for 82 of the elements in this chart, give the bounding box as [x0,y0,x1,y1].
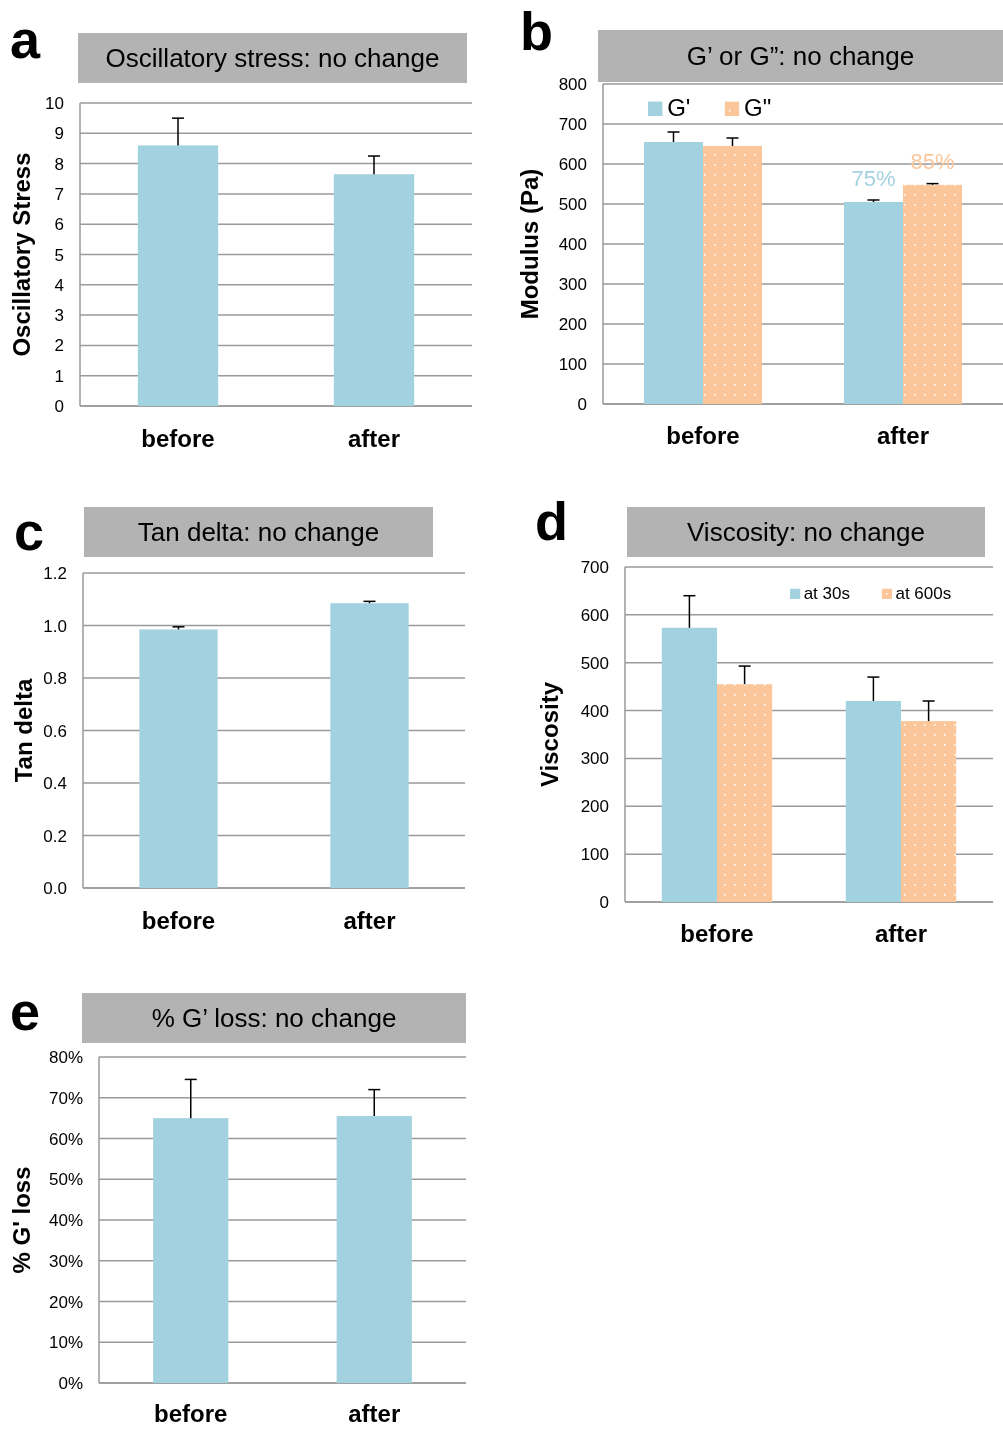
annotation: 75% [851,166,896,191]
bar [844,202,903,404]
chart-title: G’ or G”: no change [686,41,915,71]
y-tick-label: 8 [54,154,64,174]
text: c [14,501,45,561]
y-tick-label: 700 [558,115,587,134]
bar [901,721,957,902]
y-tick-label: 500 [558,195,587,214]
y-tick-label: 2 [54,336,64,356]
x-tick-label: before [141,425,215,452]
y-tick-label: 100 [558,355,587,374]
y-tick-label: 5 [54,245,64,265]
y-tick-label: 600 [558,155,587,174]
bar [903,184,962,404]
x-tick-label: after [874,920,928,947]
y-tick-label: 200 [558,315,587,334]
x-tick-label: before [154,1400,228,1427]
chart-title: Oscillatory stress: no change [105,43,440,73]
y-tick-label: 20% [48,1292,83,1312]
x-tick-label: after [348,1400,401,1427]
y-tick-label: 600 [580,605,609,625]
y-tick-label: 4 [54,275,64,295]
legend-label: at 600s [895,584,952,603]
y-tick-label: 100 [580,845,609,865]
chart-title: Viscosity: no change [687,517,925,547]
y-tick-label: 700 [580,558,609,577]
y-tick-label: 0.0 [43,879,67,898]
x-tick-label: after [347,425,401,452]
y-tick-label: 1 [54,366,64,386]
y-tick-label: 300 [580,749,609,769]
y-tick-label: 0 [577,395,587,414]
x-tick-label: before [666,422,740,449]
x-tick-label: after [343,907,396,934]
legend-label: G" [744,94,772,121]
legend-label: G' [667,94,691,121]
y-axis-title: % G' loss [8,1166,35,1274]
y-tick-label: 200 [580,797,609,817]
text: b [520,1,553,61]
text: e [10,981,41,1041]
bar [845,701,901,902]
y-tick-label: 30% [48,1251,83,1271]
x-tick-label: before [141,907,216,934]
chart-title: Tan delta: no change [137,517,380,547]
bar [717,684,773,902]
y-axis-title: Viscosity [536,681,563,787]
text: a [10,9,41,69]
bar [661,627,717,902]
y-tick-label: 0.6 [43,721,67,741]
y-tick-label: 10 [45,94,64,113]
y-axis-title: Oscillatory Stress [8,152,35,357]
y-tick-label: 6 [54,215,64,235]
y-tick-label: 1.0 [43,616,67,636]
text: d [535,491,568,551]
y-tick-label: 70% [48,1088,83,1108]
y-tick-label: 1.2 [43,564,67,583]
y-tick-label: 800 [558,75,587,94]
y-tick-label: 10% [48,1333,83,1353]
y-tick-label: 7 [54,184,64,204]
y-tick-label: 80% [48,1048,83,1067]
y-tick-label: 400 [580,701,609,721]
y-tick-label: 60% [48,1129,83,1149]
y-tick-label: 300 [558,275,587,294]
y-tick-label: 0 [599,893,609,912]
y-tick-label: 0.8 [43,669,67,688]
y-tick-label: 9 [54,124,64,144]
chart-title: % G’ loss: no change [151,1003,397,1033]
y-tick-label: 50% [48,1170,83,1190]
y-tick-label: 40% [48,1211,83,1230]
x-tick-label: before [680,920,754,947]
y-tick-label: 0% [58,1374,83,1393]
y-tick-label: 0.4 [43,774,67,793]
x-tick-label: after [876,422,930,449]
y-axis-title: Modulus (Pa) [516,168,543,320]
bar [644,142,703,404]
y-axis-title: Tan delta [10,678,37,783]
y-tick-label: 0.2 [43,826,67,846]
legend-label: at 30s [803,584,850,603]
bar [703,146,762,404]
y-tick-label: 3 [54,306,64,326]
y-tick-label: 500 [580,653,609,673]
y-tick-label: 400 [558,235,587,254]
y-tick-label: 0 [54,397,64,416]
